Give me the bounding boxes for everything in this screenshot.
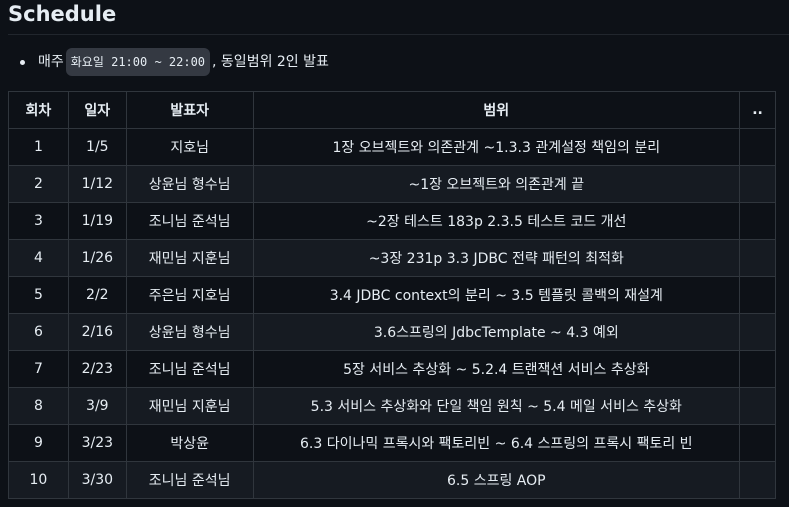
cell-scope: 6.3 다이나믹 프록시와 팩토리빈 ~ 6.4 스프링의 프록시 팩토리 빈 [252,424,741,462]
header-date: 일자 [67,91,127,129]
header-scope: 범위 [252,91,741,129]
table-row: 10 3/30 조니님 준석님 6.5 스프링 AOP [8,461,776,499]
cell-extra [739,239,776,277]
table-row: 7 2/23 조니님 준석님 5장 서비스 추상화 ~ 5.2.4 트랜잭션 서비스 … [8,350,776,388]
heading-divider [8,34,789,35]
cell-extra [739,424,776,462]
cell-scope: ~1장 오브젝트와 의존관계 끝 [252,165,741,203]
table-row: 3 1/19 조니님 준석님 ~2장 테스트 183p 2.3.5 테스트 코드 개선 [8,202,776,240]
header-more: .. [739,91,776,129]
cell-presenter: 주은님 지호님 [125,276,254,314]
cell-presenter: 조니님 준석님 [125,350,254,388]
header-presenter: 발표자 [125,91,254,129]
section-heading: Schedule [8,2,117,26]
cell-date: 1/19 [67,202,127,240]
table-row: 5 2/2 주은님 지호님 3.4 JDBC context의 분리 ~ 3.5 템플… [8,276,776,314]
cell-presenter: 조니님 준석님 [125,461,254,499]
cell-round: 8 [8,387,69,425]
cell-scope: 3.6스프링의 JdbcTemplate ~ 4.3 예외 [252,313,741,351]
table-row: 6 2/16 상윤님 형수님 3.6스프링의 JdbcTemplate ~ 4.3 예… [8,313,776,351]
cell-scope: 3.4 JDBC context의 분리 ~ 3.5 템플릿 콜백의 재설계 [252,276,741,314]
table-row: 9 3/23 박상윤 6.3 다이나믹 프록시와 팩토리빈 ~ 6.4 스프링의 프록… [8,424,776,462]
cell-round: 6 [8,313,69,351]
table-row: 4 1/26 재민님 지훈님 ~3장 231p 3.3 JDBC 전략 패턴의 최적화 [8,239,776,277]
cell-extra [739,276,776,314]
cell-date: 1/26 [67,239,127,277]
cell-extra [739,202,776,240]
cell-extra [739,128,776,166]
cell-presenter: 상윤님 형수님 [125,165,254,203]
cell-extra [739,461,776,499]
cell-date: 1/5 [67,128,127,166]
cell-presenter: 조니님 준석님 [125,202,254,240]
header-round: 회차 [8,91,69,129]
cell-round: 5 [8,276,69,314]
cell-scope: ~2장 테스트 183p 2.3.5 테스트 코드 개선 [252,202,741,240]
cell-date: 3/30 [67,461,127,499]
cell-date: 2/23 [67,350,127,388]
note-suffix: , 동일범위 2인 발표 [212,54,329,70]
cell-presenter: 지호님 [125,128,254,166]
table-header-row: 회차 일자 발표자 범위 .. [8,91,776,129]
cell-round: 3 [8,202,69,240]
cell-round: 4 [8,239,69,277]
cell-scope: 6.5 스프링 AOP [252,461,741,499]
cell-presenter: 재민님 지훈님 [125,387,254,425]
cell-extra [739,165,776,203]
cell-presenter: 상윤님 형수님 [125,313,254,351]
cell-round: 9 [8,424,69,462]
cell-date: 3/9 [67,387,127,425]
note-time-code: 화요일 21:00 ~ 22:00 [65,48,211,76]
cell-extra [739,350,776,388]
cell-presenter: 박상윤 [125,424,254,462]
cell-round: 2 [8,165,69,203]
cell-date: 2/16 [67,313,127,351]
cell-scope: ~3장 231p 3.3 JDBC 전략 패턴의 최적화 [252,239,741,277]
bullet-icon [20,59,25,65]
cell-scope: 5장 서비스 추상화 ~ 5.2.4 트랜잭션 서비스 추상화 [252,350,741,388]
table-row: 2 1/12 상윤님 형수님 ~1장 오브젝트와 의존관계 끝 [8,165,776,203]
cell-extra [739,313,776,351]
table-row: 1 1/5 지호님 1장 오브젝트와 의존관계 ~1.3.3 관계설정 책임의 분리 [8,128,776,166]
schedule-note: 매주 화요일 21:00 ~ 22:00 , 동일범위 2인 발표 [20,48,329,76]
cell-round: 1 [8,128,69,166]
cell-presenter: 재민님 지훈님 [125,239,254,277]
cell-date: 3/23 [67,424,127,462]
cell-scope: 5.3 서비스 추상화와 단일 책임 원칙 ~ 5.4 메일 서비스 추상화 [252,387,741,425]
table-row: 8 3/9 재민님 지훈님 5.3 서비스 추상화와 단일 책임 원칙 ~ 5.4 메… [8,387,776,425]
cell-round: 10 [8,461,69,499]
cell-date: 1/12 [67,165,127,203]
note-prefix: 매주 [38,54,64,70]
cell-scope: 1장 오브젝트와 의존관계 ~1.3.3 관계설정 책임의 분리 [252,128,741,166]
schedule-table: 회차 일자 발표자 범위 .. 1 1/5 지호님 1장 오브젝트와 의존관계 ~1.… [8,91,776,499]
cell-date: 2/2 [67,276,127,314]
cell-round: 7 [8,350,69,388]
cell-extra [739,387,776,425]
